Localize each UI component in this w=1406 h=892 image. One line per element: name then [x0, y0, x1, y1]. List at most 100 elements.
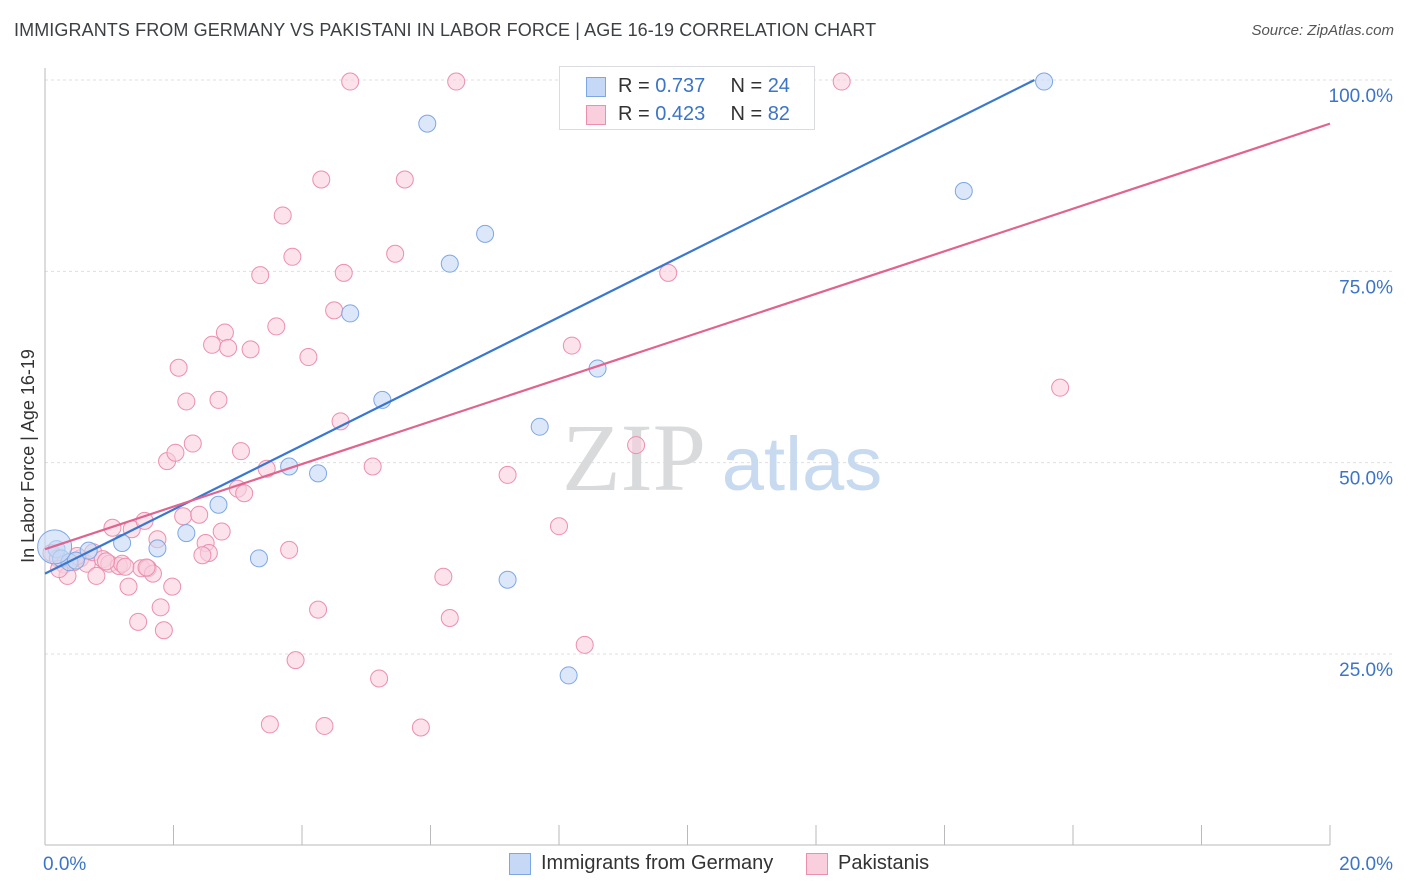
watermark-atlas: atlas [722, 422, 883, 507]
pakistanis-point [97, 552, 116, 571]
germany-trend-line [44, 79, 1035, 575]
pakistanis-point [498, 465, 517, 484]
germany-point [559, 666, 578, 685]
pakistanis-point [260, 715, 279, 734]
pakistanis-point [1051, 378, 1070, 397]
germany-point [530, 417, 549, 436]
pakistanis-point [370, 669, 389, 688]
pakistanis-point [215, 323, 234, 342]
trend-layer [44, 79, 1331, 575]
pakistanis-point [315, 716, 334, 735]
pakistanis-point [183, 434, 202, 453]
pakistanis-point [203, 335, 222, 354]
watermark-zip: ZIP [562, 404, 706, 511]
pakistanis-legend-swatch [806, 853, 828, 875]
pakistanis-point [219, 338, 238, 357]
pakistanis-point [299, 348, 318, 367]
y-tick-label: 75.0% [1339, 277, 1393, 298]
germany-r-label: R = [618, 75, 656, 97]
pakistanis-point [273, 206, 292, 225]
pakistanis-point [209, 390, 228, 409]
germany-point [148, 539, 167, 558]
watermark: ZIP atlas [562, 404, 882, 511]
germany-legend-swatch [509, 853, 531, 875]
pakistanis-point [241, 340, 260, 359]
pakistanis-point [129, 612, 148, 631]
germany-point [249, 549, 268, 568]
pakistanis-point [137, 558, 156, 577]
chart-source: Source: ZipAtlas.com [1251, 22, 1394, 39]
pakistanis-point [116, 557, 135, 576]
germany-swatch [586, 77, 606, 97]
pakistanis-point [212, 522, 231, 541]
pakistanis-r-label: R = [618, 103, 656, 125]
pakistanis-point [334, 263, 353, 282]
pakistanis-point [309, 600, 328, 619]
pakistanis-point [154, 621, 173, 640]
y-tick-label: 25.0% [1339, 660, 1393, 681]
pakistanis-point [267, 317, 286, 336]
pakistanis-r-value: 0.423 [655, 103, 706, 125]
pakistanis-point [550, 517, 568, 536]
y-tick-label: 100.0% [1329, 86, 1394, 107]
pakistanis-point [166, 443, 185, 462]
pakistanis-point [325, 301, 344, 320]
x-tick-label-min: 0.0% [43, 854, 86, 875]
germany-n-value: 24 [767, 75, 790, 97]
pakistanis-legend-label: Pakistanis [838, 852, 930, 874]
pakistanis-n-value: 82 [767, 103, 790, 125]
pakistanis-point [163, 577, 182, 596]
germany-point [440, 254, 459, 273]
pakistanis-point [440, 609, 459, 628]
grid-layer [45, 79, 1392, 655]
germany-point [177, 524, 196, 543]
germany-point [309, 464, 328, 483]
pakistanis-point [832, 72, 851, 91]
germany-point [498, 570, 517, 589]
pakistanis-point [231, 442, 250, 461]
chart-title: IMMIGRANTS FROM GERMANY VS PAKISTANI IN … [14, 20, 877, 40]
germany-point [418, 114, 437, 133]
y-axis-label: In Labor Force | Age 16-19 [18, 349, 38, 563]
pakistanis-point [235, 484, 254, 503]
pakistanis-point [251, 266, 270, 285]
pakistanis-point [386, 244, 405, 263]
germany-legend-label: Immigrants from Germany [541, 852, 774, 874]
pakistanis-point [562, 336, 581, 355]
pakistanis-trend-line [44, 122, 1331, 551]
pakistanis-point [190, 505, 209, 524]
pakistanis-point [283, 247, 302, 266]
pakistanis-point [280, 540, 299, 559]
pakistanis-point [286, 651, 305, 670]
label-layer: 25.0% 50.0% 75.0% 100.0% 0.0% 20.0% [43, 86, 1393, 875]
pakistanis-point [177, 392, 196, 411]
pakistanis-point [434, 567, 453, 586]
axis-layer [44, 68, 1331, 846]
y-tick-label: 50.0% [1339, 469, 1393, 490]
pakistanis-point [193, 546, 212, 565]
germany-point [341, 304, 360, 323]
pakistanis-point [119, 577, 138, 596]
germany-n-label: N = [730, 75, 768, 97]
germany-point [209, 495, 228, 514]
germany-point [954, 181, 973, 200]
points-layer [37, 72, 1070, 737]
pakistanis-point [395, 170, 414, 189]
pakistanis-point [447, 72, 466, 91]
x-tick-label-max: 20.0% [1339, 854, 1393, 875]
pakistanis-point [151, 598, 170, 617]
pakistanis-point [411, 718, 430, 737]
pakistanis-swatch [586, 105, 606, 125]
pakistanis-point [87, 566, 106, 585]
pakistanis-point [575, 635, 594, 654]
pakistanis-n-label: N = [730, 103, 768, 125]
pakistanis-point [174, 507, 193, 526]
pakistanis-point [363, 457, 382, 476]
pakistanis-point [341, 72, 360, 91]
pakistanis-point [659, 263, 678, 282]
germany-point [476, 224, 495, 243]
germany-r-value: 0.737 [655, 75, 706, 97]
pakistanis-point [169, 358, 188, 377]
pakistanis-point [312, 170, 331, 189]
